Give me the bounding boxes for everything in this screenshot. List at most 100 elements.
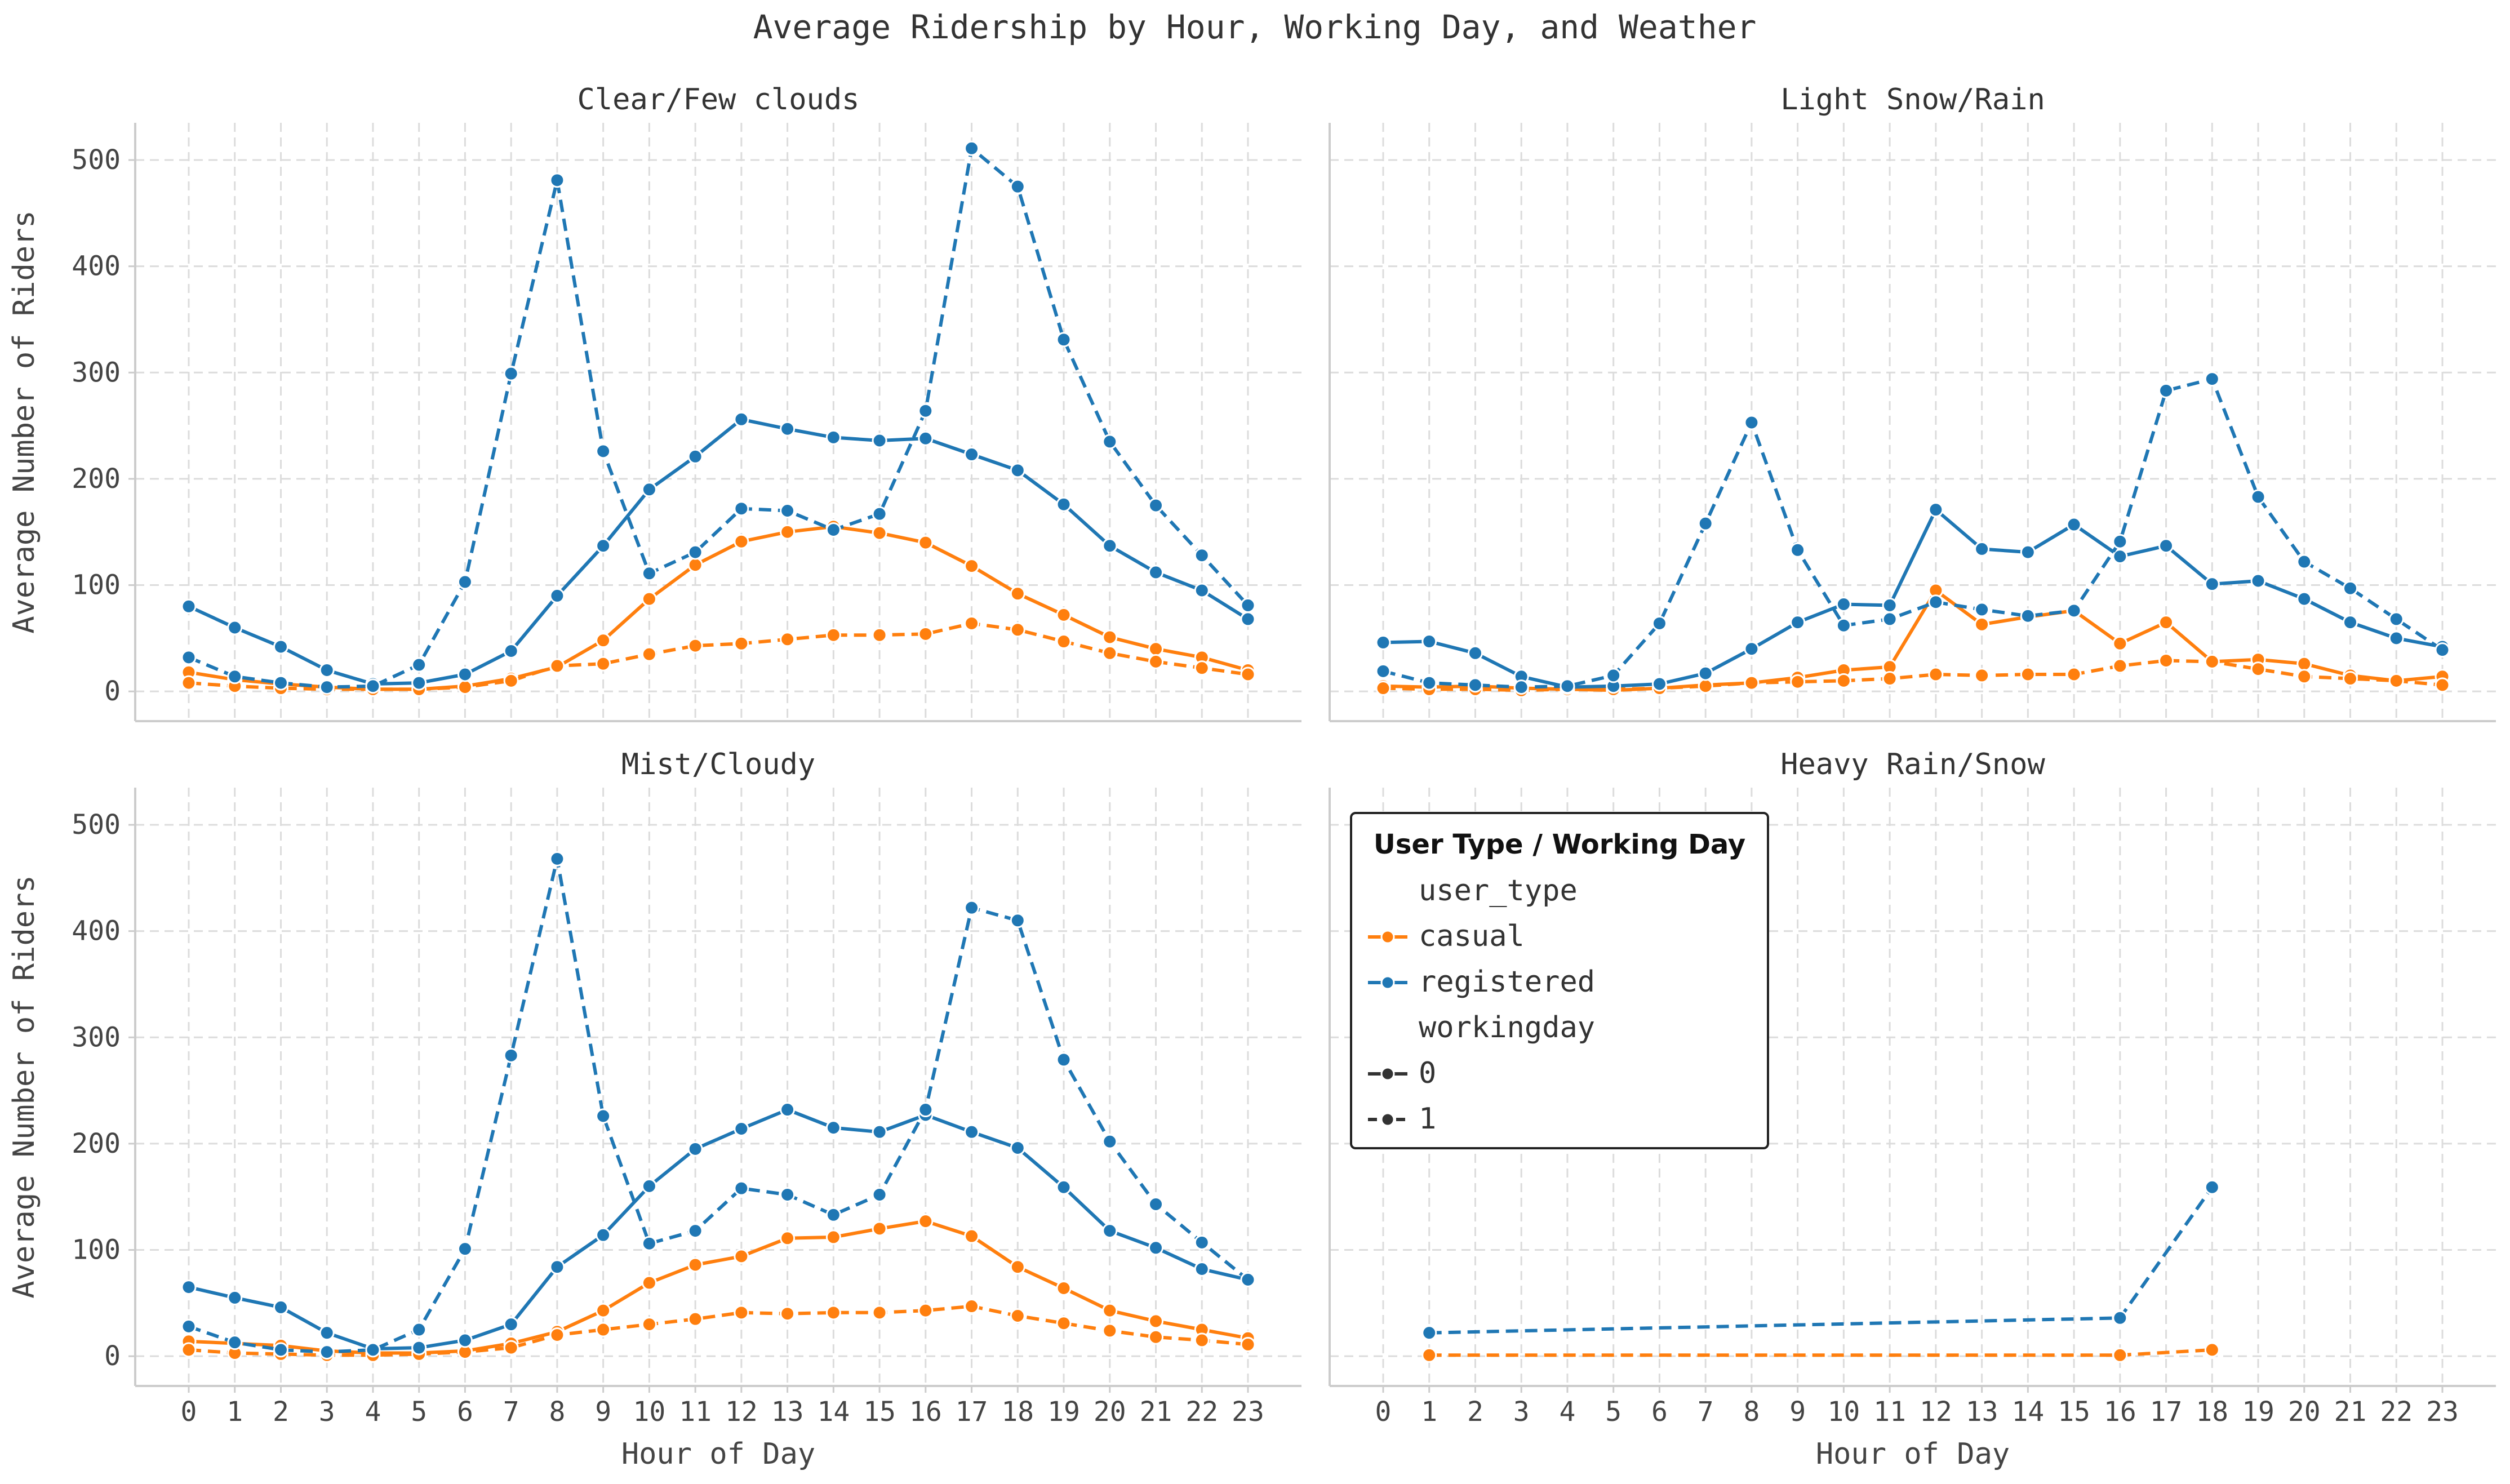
data-point bbox=[1467, 645, 1483, 661]
data-point bbox=[1974, 602, 1990, 617]
series-line bbox=[188, 1108, 1249, 1350]
x-tick-label: 5 bbox=[1605, 1396, 1621, 1428]
data-point bbox=[1375, 681, 1391, 696]
data-point bbox=[1974, 541, 1990, 557]
data-point bbox=[181, 1279, 197, 1295]
series-line bbox=[188, 525, 1249, 691]
data-point bbox=[365, 678, 381, 694]
x-tick-label: 4 bbox=[1560, 1396, 1576, 1428]
data-point bbox=[780, 1187, 796, 1202]
x-tick-label: 17 bbox=[2150, 1396, 2183, 1428]
x-tick-label: 4 bbox=[365, 1396, 381, 1428]
data-point bbox=[2250, 661, 2266, 677]
data-point bbox=[780, 421, 796, 437]
data-point bbox=[1240, 611, 1256, 627]
data-point bbox=[687, 1257, 703, 1273]
data-point bbox=[1882, 611, 1898, 627]
data-point bbox=[503, 1047, 519, 1063]
legend-item-workingday-0: 0 bbox=[1419, 1056, 1436, 1090]
data-point bbox=[2250, 489, 2266, 505]
data-point bbox=[1148, 1240, 1164, 1256]
data-point bbox=[1102, 645, 1118, 661]
data-point bbox=[1513, 679, 1529, 695]
data-point bbox=[2388, 611, 2404, 627]
data-point bbox=[918, 1102, 934, 1118]
data-point bbox=[1148, 1329, 1164, 1345]
data-point bbox=[549, 172, 565, 188]
y-tick-label: 300 bbox=[72, 1021, 121, 1053]
x-tick-label: 10 bbox=[1827, 1396, 1860, 1428]
data-point bbox=[457, 1241, 473, 1257]
data-point bbox=[549, 658, 565, 674]
data-point bbox=[2020, 608, 2036, 624]
panels: Clear/Few clouds0100200300400500Average … bbox=[7, 83, 2496, 1471]
panel-title: Mist/Cloudy bbox=[621, 748, 815, 781]
y-tick-label: 500 bbox=[72, 809, 121, 841]
data-point bbox=[687, 1141, 703, 1157]
data-point bbox=[734, 636, 749, 651]
panel-title: Light Snow/Rain bbox=[1780, 83, 2045, 117]
data-point bbox=[964, 140, 980, 156]
data-point bbox=[872, 1124, 887, 1140]
data-point bbox=[1010, 1308, 1025, 1324]
data-point bbox=[2204, 371, 2220, 387]
data-point bbox=[825, 1207, 841, 1223]
data-point bbox=[1056, 1052, 1072, 1068]
data-point bbox=[687, 544, 703, 560]
x-tick-label: 14 bbox=[2011, 1396, 2044, 1428]
data-point bbox=[1102, 1134, 1118, 1149]
y-tick-label: 200 bbox=[72, 463, 121, 495]
data-point bbox=[411, 657, 427, 673]
data-point bbox=[1974, 616, 1990, 632]
x-axis-label: Hour of Day bbox=[621, 1437, 815, 1471]
data-point bbox=[687, 448, 703, 464]
data-point bbox=[2204, 654, 2220, 669]
data-point bbox=[1194, 1234, 1210, 1250]
data-point bbox=[1010, 463, 1025, 478]
data-point bbox=[1056, 1179, 1072, 1195]
data-point bbox=[1882, 597, 1898, 613]
data-point bbox=[411, 675, 427, 691]
data-point bbox=[227, 1290, 243, 1305]
y-tick-label: 400 bbox=[72, 916, 121, 947]
series-line bbox=[1383, 377, 2444, 689]
data-point bbox=[2112, 636, 2128, 651]
data-point bbox=[825, 429, 841, 445]
x-tick-label: 8 bbox=[549, 1396, 565, 1428]
data-point bbox=[1698, 678, 1713, 694]
y-tick-label: 300 bbox=[72, 357, 121, 388]
data-point bbox=[780, 1102, 796, 1118]
data-point bbox=[596, 656, 611, 672]
data-point bbox=[872, 1187, 887, 1202]
data-point bbox=[1056, 496, 1072, 512]
legend-item-casual: casual bbox=[1419, 919, 1525, 953]
data-point bbox=[1148, 497, 1164, 513]
data-point bbox=[1744, 675, 1760, 691]
data-point bbox=[2112, 1347, 2128, 1363]
data-point bbox=[227, 669, 243, 685]
x-tick-label: 13 bbox=[771, 1396, 804, 1428]
data-point bbox=[1744, 415, 1760, 430]
data-point bbox=[1651, 615, 1667, 631]
data-point bbox=[596, 1227, 611, 1243]
data-point bbox=[2112, 658, 2128, 674]
x-tick-label: 3 bbox=[319, 1396, 335, 1428]
series-line bbox=[188, 1304, 1249, 1357]
series-registered-workingday-0 bbox=[181, 411, 1256, 692]
data-point bbox=[1974, 668, 1990, 683]
data-point bbox=[181, 1318, 197, 1334]
data-point bbox=[319, 679, 335, 695]
data-point bbox=[181, 598, 197, 614]
data-point bbox=[872, 506, 887, 522]
data-point bbox=[1148, 1313, 1164, 1329]
x-tick-label: 0 bbox=[181, 1396, 197, 1428]
data-point bbox=[181, 1342, 197, 1358]
data-point bbox=[1010, 622, 1025, 638]
data-point bbox=[1240, 1272, 1256, 1287]
data-point bbox=[1102, 629, 1118, 645]
series-casual-workingday-1 bbox=[1421, 1342, 2220, 1363]
data-point bbox=[1560, 678, 1575, 694]
data-point bbox=[918, 1303, 934, 1318]
data-point bbox=[596, 633, 611, 648]
data-point bbox=[2066, 667, 2082, 682]
